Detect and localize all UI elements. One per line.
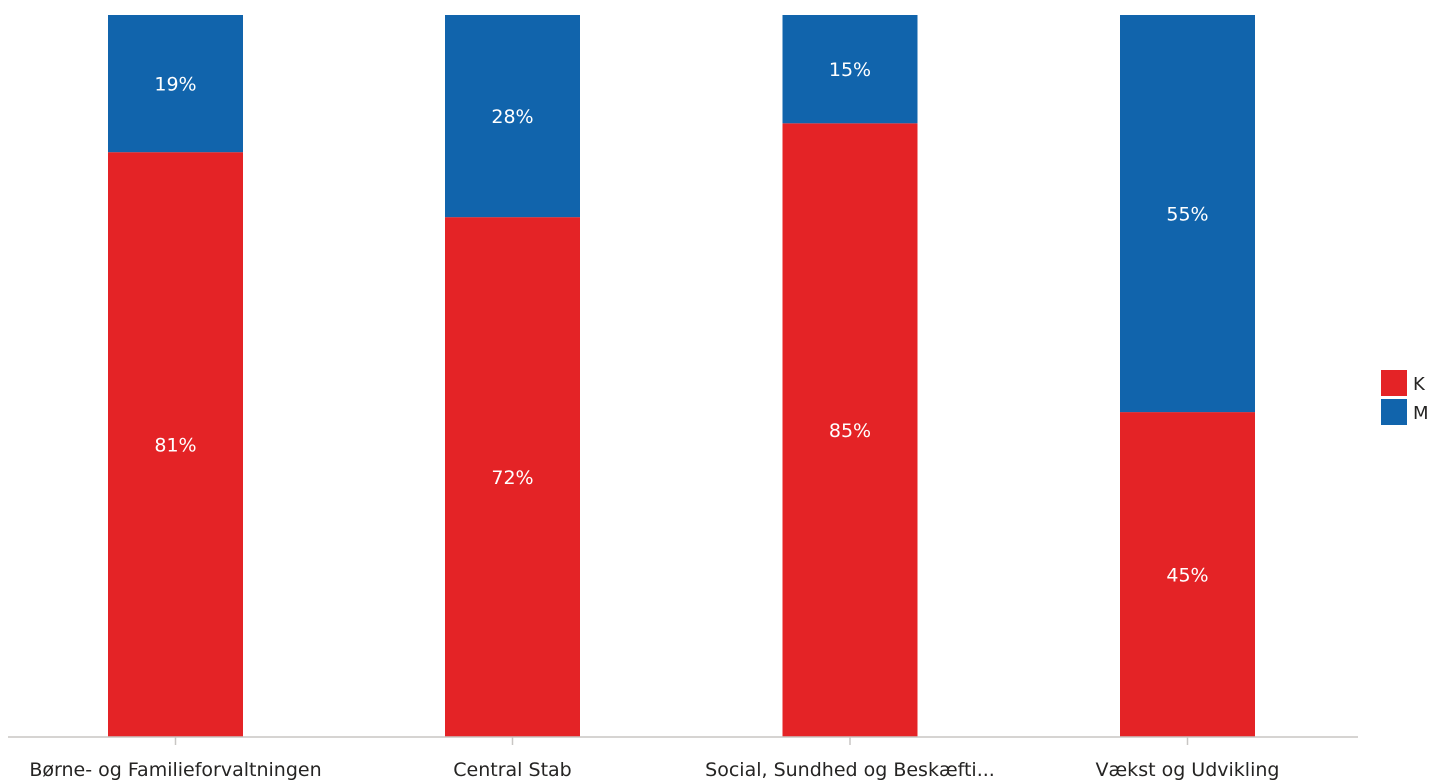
bar-m-3 <box>782 15 918 124</box>
bars-layer <box>108 15 1255 738</box>
data-label-k-4: 45% <box>1166 565 1208 587</box>
data-labels-layer: 81% 19% 72% 28% 85% 15% 45% 55% <box>154 59 1208 586</box>
data-label-m-2: 28% <box>491 106 533 128</box>
legend-swatch-k <box>1381 370 1407 396</box>
legend-label-k: K <box>1413 374 1426 395</box>
x-tick-label-2: Central Stab <box>453 759 571 781</box>
legend-label-m: M <box>1413 403 1429 424</box>
x-tick-label-4: Vækst og Udvikling <box>1096 759 1280 781</box>
data-label-k-2: 72% <box>491 467 533 489</box>
x-axis: Børne- og Familieforvaltningen Central St… <box>29 737 1279 781</box>
data-label-m-4: 55% <box>1166 204 1208 226</box>
legend: KM <box>1381 370 1429 425</box>
data-label-k-1: 81% <box>154 435 196 457</box>
legend-swatch-m <box>1381 399 1407 425</box>
bar-k-1 <box>108 152 243 737</box>
x-tick-label-1: Børne- og Familieforvaltningen <box>29 759 321 781</box>
bar-k-2 <box>445 217 580 737</box>
data-label-k-3: 85% <box>829 420 871 442</box>
x-tick-label-3: Social, Sundhed og Beskæfti... <box>705 759 995 781</box>
bar-m-2 <box>445 15 580 218</box>
bar-m-1 <box>108 15 243 153</box>
bar-m-4 <box>1120 15 1255 413</box>
bar-k-4 <box>1120 412 1255 737</box>
data-label-m-3: 15% <box>829 59 871 81</box>
data-label-m-1: 19% <box>154 74 196 96</box>
bar-k-3 <box>782 123 918 738</box>
